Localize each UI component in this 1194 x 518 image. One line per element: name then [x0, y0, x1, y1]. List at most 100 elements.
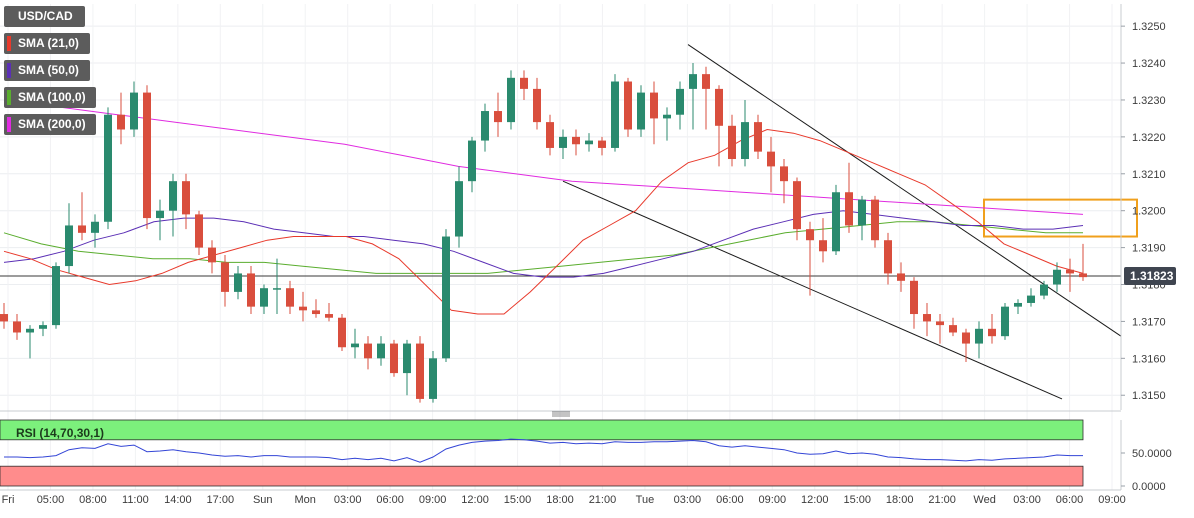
candle-body — [169, 181, 177, 211]
candle-body — [325, 314, 333, 318]
candle — [1027, 288, 1035, 307]
time-tick-label: 18:00 — [886, 494, 914, 506]
candle-body — [663, 114, 671, 119]
price-tick-label: 1.3220 — [1132, 132, 1166, 144]
time-tick-label: 15:00 — [843, 494, 871, 506]
legend-sma100[interactable]: SMA (100,0) — [4, 87, 96, 108]
candle-body — [520, 77, 528, 89]
candle-body — [897, 273, 905, 281]
candle — [806, 221, 814, 296]
price-tick-label: 1.3150 — [1132, 390, 1166, 402]
legend-sma50[interactable]: SMA (50,0) — [4, 60, 90, 81]
candle-body — [806, 229, 814, 241]
candle-body — [143, 92, 151, 219]
candle-body — [1040, 284, 1048, 296]
highlight-box — [983, 198, 1138, 238]
candle-body — [767, 151, 775, 167]
candle — [845, 162, 853, 233]
candle — [767, 136, 775, 193]
candle-body — [1027, 295, 1035, 303]
sma21-line — [3, 128, 1084, 315]
price-tick-label: 1.3200 — [1132, 206, 1166, 218]
candle — [442, 229, 450, 363]
candle-body — [611, 81, 619, 148]
candle-body — [442, 236, 450, 359]
legend-label: SMA (100,0) — [18, 90, 86, 104]
candle-body — [884, 240, 892, 274]
candle — [611, 74, 619, 152]
candle — [871, 195, 879, 248]
candle — [234, 266, 242, 300]
candle — [0, 302, 8, 329]
time-tick-label: Fri — [2, 494, 15, 506]
candle — [325, 302, 333, 322]
candle-body — [78, 225, 86, 233]
candle-body — [351, 343, 359, 348]
time-tick-label: 05:00 — [37, 494, 65, 506]
legend-usdcad[interactable]: USD/CAD — [4, 6, 85, 27]
candle-body — [637, 92, 645, 130]
candle-body — [676, 88, 684, 115]
candle — [117, 92, 125, 145]
candle-body — [1014, 302, 1022, 307]
candle — [585, 133, 593, 152]
candle-body — [195, 214, 203, 248]
candle — [195, 210, 203, 255]
rsi-tick-label: 50.0000 — [1132, 448, 1172, 460]
candle — [728, 114, 736, 167]
candle-body — [949, 325, 957, 333]
time-tick-label: 12:00 — [801, 494, 829, 506]
legend-sma21[interactable]: SMA (21,0) — [4, 33, 90, 54]
time-tick-label: 21:00 — [928, 494, 956, 506]
price-tick-label: 1.3160 — [1132, 353, 1166, 365]
trendline — [687, 44, 1122, 337]
candle-body — [39, 325, 47, 329]
legend-sma200[interactable]: SMA (200,0) — [4, 114, 96, 135]
candle — [598, 136, 606, 156]
candle-body — [585, 140, 593, 145]
candle-body — [845, 192, 853, 226]
legend-swatch — [7, 63, 11, 78]
candle — [273, 258, 281, 315]
candle-body — [741, 122, 749, 160]
trendlines — [562, 44, 1122, 400]
legend-swatch — [7, 117, 11, 132]
candle — [390, 339, 398, 377]
candle-body — [910, 280, 918, 315]
legend-label: SMA (21,0) — [18, 36, 79, 50]
candle — [169, 173, 177, 237]
candle — [689, 63, 697, 130]
time-tick-label: 09:00 — [1098, 494, 1126, 506]
candle — [65, 203, 73, 274]
candle-body — [494, 111, 502, 123]
time-tick-label: Wed — [973, 494, 995, 506]
time-tick-label: 18:00 — [546, 494, 574, 506]
candle — [715, 85, 723, 167]
candle — [819, 218, 827, 263]
trendline — [562, 180, 1063, 400]
candle-body — [871, 199, 879, 241]
candle — [455, 166, 463, 248]
candle-body — [715, 88, 723, 126]
candle-body — [13, 321, 21, 333]
candle — [403, 339, 411, 396]
candle — [858, 195, 866, 241]
candle-body — [182, 181, 190, 215]
candle-body — [793, 181, 801, 230]
candle-body — [104, 114, 112, 222]
candle — [793, 177, 801, 241]
price-tick-label: 1.3240 — [1132, 58, 1166, 70]
candle — [78, 192, 86, 241]
rsi-line — [4, 438, 1083, 463]
candle — [468, 136, 476, 193]
candle — [1001, 302, 1009, 340]
candle-body — [273, 288, 281, 290]
candle-body — [468, 140, 476, 182]
candle — [559, 129, 567, 160]
candle-body — [26, 328, 34, 333]
candle — [520, 70, 528, 100]
candle — [416, 336, 424, 403]
sma-lines — [3, 99, 1084, 315]
candle-body — [598, 140, 606, 148]
